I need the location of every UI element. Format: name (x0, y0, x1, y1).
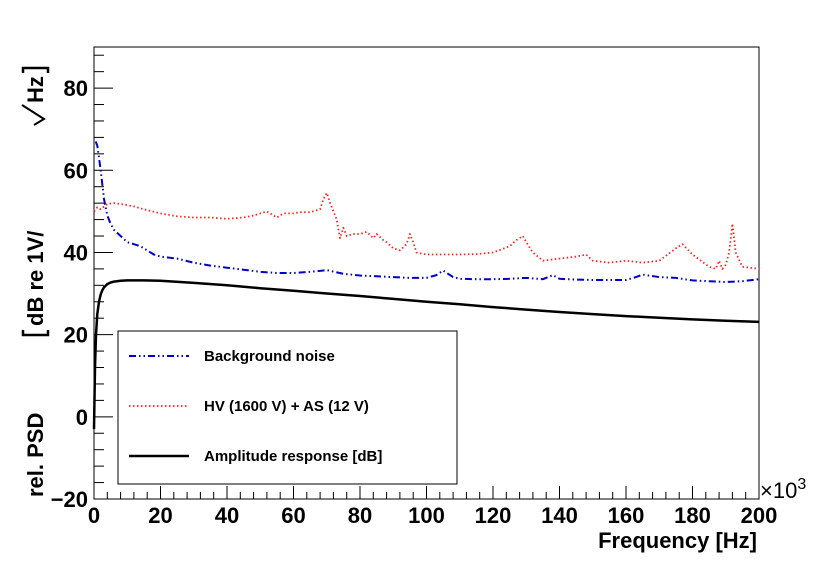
x-multiplier-base: ×10 (760, 478, 797, 503)
y-axis-bracket-right (21, 66, 50, 73)
x-axis-title: Frequency [Hz] (598, 528, 757, 553)
y-axis-tick-labels: −20 0 20 40 60 80 (51, 76, 88, 512)
y-tick-label: 60 (64, 158, 88, 183)
y-tick-label: −20 (51, 487, 88, 512)
legend-items: Background noise HV (1600 V) + AS (12 V) A… (129, 348, 382, 465)
legend-entry: HV (1600 V) + AS (12 V) (129, 398, 369, 415)
x-tick-label: 60 (281, 503, 305, 528)
y-axis-title-hz: Hz (23, 76, 48, 103)
y-tick-label: 40 (64, 240, 88, 265)
svg-text:dB re 1V/: dB re 1V/ (23, 231, 48, 326)
x-tick-label: 200 (741, 503, 778, 528)
y-axis-bracket-left (21, 330, 50, 337)
series-line-1 (94, 141, 760, 283)
x-tick-label: 20 (148, 503, 172, 528)
x-tick-label: 80 (348, 503, 372, 528)
x-tick-label: 180 (674, 503, 711, 528)
x-multiplier-exponent: 3 (797, 476, 806, 493)
series-line-2 (93, 192, 760, 270)
y-axis-ticks (94, 54, 113, 500)
y-axis-title: rel. PSD dB re 1V/ Hz (21, 66, 50, 497)
legend-entry: Background noise (129, 348, 335, 365)
x-tick-label: 120 (475, 503, 512, 528)
svg-text:rel. PSD: rel. PSD (23, 413, 48, 497)
y-axis-title-main: rel. PSD (23, 413, 48, 497)
y-tick-label: 0 (76, 405, 88, 430)
x-tick-label: 0 (88, 503, 100, 528)
y-axis-sqrt-sign (21, 104, 46, 126)
legend: Background noise HV (1600 V) + AS (12 V) A… (117, 330, 458, 485)
legend-label: Amplitude response [dB] (204, 448, 382, 465)
y-axis-title-unit: dB re 1V/ (23, 231, 48, 326)
x-axis-ticks (93, 486, 760, 499)
legend-label: HV (1600 V) + AS (12 V) (204, 398, 369, 415)
x-tick-label: 40 (215, 503, 239, 528)
svg-text:Hz: Hz (23, 76, 48, 103)
x-axis-tick-labels: 0 20 40 60 80 100 120 140 160 180 200 (88, 503, 777, 528)
series-line-3 (92, 279, 760, 430)
x-tick-label: 140 (541, 503, 578, 528)
legend-box (117, 330, 458, 485)
legend-label: Background noise (204, 348, 335, 365)
y-tick-label: 80 (64, 76, 88, 101)
x-tick-label: 160 (608, 503, 645, 528)
y-tick-label: 20 (64, 323, 88, 348)
x-axis-multiplier: ×103 (760, 476, 806, 503)
series-layer (92, 141, 760, 430)
legend-entry: Amplitude response [dB] (129, 448, 382, 465)
x-tick-label: 100 (408, 503, 445, 528)
